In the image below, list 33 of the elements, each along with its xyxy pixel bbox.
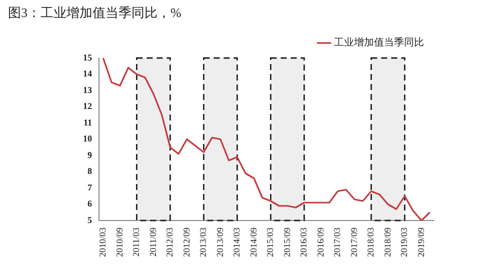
y-tick-label: 6: [88, 198, 92, 209]
x-tick-label: 2013/03: [198, 227, 208, 258]
y-tick-label: 15: [83, 52, 92, 62]
x-tick-label: 2010/09: [114, 227, 124, 258]
x-tick-label: 2010/03: [98, 227, 108, 258]
x-tick-label: 2014/03: [232, 227, 242, 258]
x-tick-label: 2018/09: [382, 227, 392, 258]
y-tick-label: 5: [88, 214, 92, 225]
x-tick-label: 2016/09: [315, 227, 326, 258]
x-tick-label: 2013/09: [214, 227, 225, 258]
y-tick-label: 8: [88, 166, 92, 176]
y-tick-label: 9: [88, 150, 92, 160]
x-tick-label: 2016/03: [298, 227, 309, 258]
x-tick-label: 2011/09: [148, 227, 158, 257]
x-tick-label: 2017/03: [332, 227, 342, 258]
y-tick-label: 13: [83, 84, 92, 95]
x-tick-label: 2011/03: [131, 227, 142, 257]
x-tick-label: 2018/03: [366, 227, 376, 258]
x-tick-label: 2017/09: [348, 227, 359, 258]
legend-label: 工业增加值当季同比: [334, 36, 424, 49]
x-tick-label: 2012/03: [164, 227, 175, 258]
x-tick-label: 2015/03: [265, 227, 276, 258]
x-tick-label: 2012/09: [181, 227, 192, 258]
x-tick-label: 2019/03: [399, 227, 410, 258]
y-tick-label: 11: [83, 117, 92, 128]
y-tick-label: 14: [83, 68, 92, 79]
y-tick-label: 7: [88, 182, 92, 192]
y-tick-label: 10: [83, 134, 92, 144]
x-tick-label: 2019/09: [416, 227, 426, 258]
x-tick-label: 2015/09: [282, 227, 292, 258]
x-tick-label: 2014/09: [248, 227, 258, 258]
y-tick-label: 12: [83, 101, 92, 112]
chart-title: 图3：工业增加值当季同比，%: [8, 4, 182, 22]
